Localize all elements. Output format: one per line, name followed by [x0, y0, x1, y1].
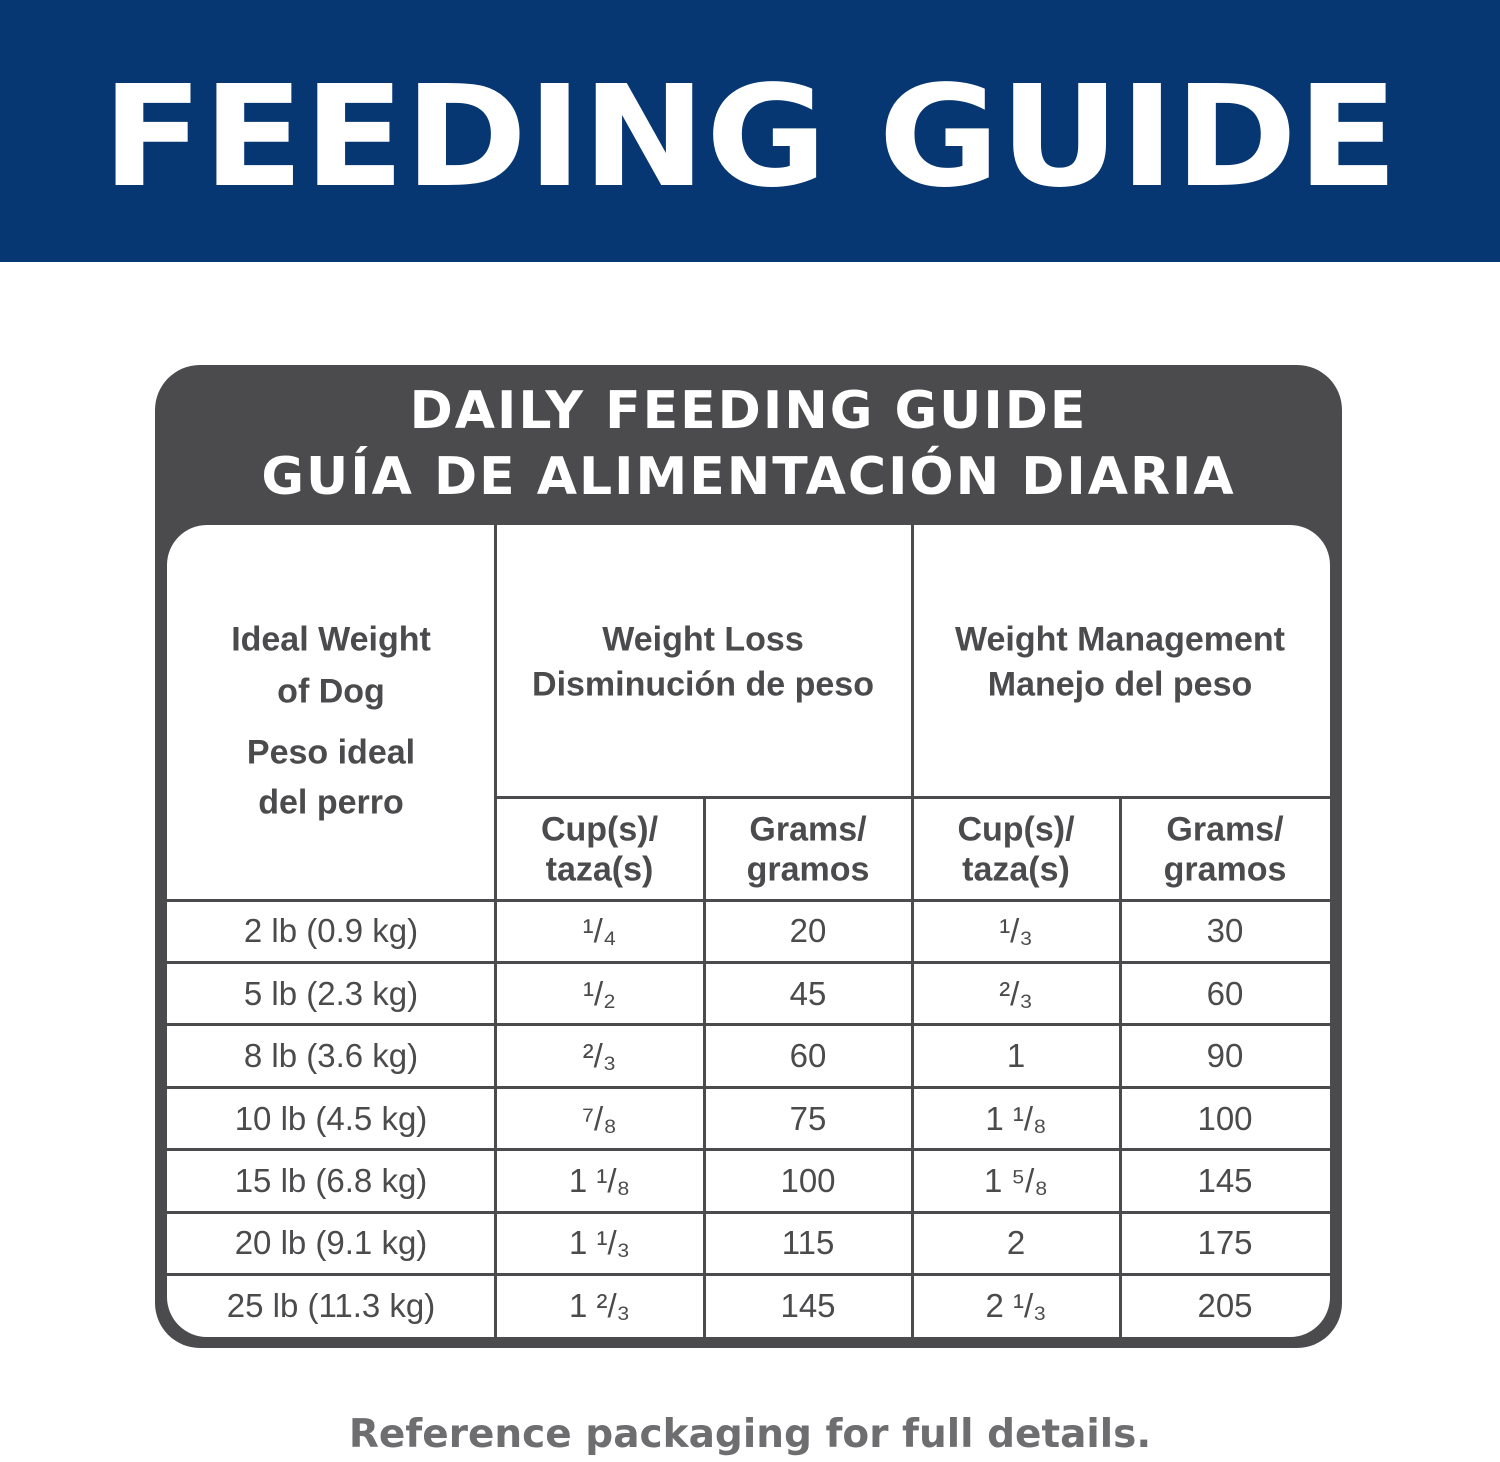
cell-border — [167, 1210, 1330, 1214]
cell-border — [167, 898, 1330, 902]
cell-border — [495, 795, 1330, 799]
table-cell: 8 lb (3.6 kg) — [243, 1037, 419, 1075]
cell-border — [702, 797, 706, 1337]
unit-header: gramos — [1163, 850, 1287, 889]
table-cell: 1 — [1006, 1037, 1026, 1075]
column-header: Weight Loss — [602, 620, 804, 659]
table-cell: 205 — [1197, 1286, 1253, 1324]
unit-header: taza(s) — [962, 850, 1070, 889]
table-cell: 2 ¹/₃ — [985, 1286, 1047, 1324]
footer-note: Reference packaging for full details. — [348, 1412, 1152, 1457]
column-header: Ideal Weight — [231, 620, 431, 659]
cell-border — [167, 1023, 1330, 1027]
banner: FEEDING GUIDE — [0, 0, 1500, 262]
table-cell: 60 — [1206, 974, 1244, 1012]
table-card: DAILY FEEDING GUIDE GUÍA DE ALIMENTACIÓN… — [155, 365, 1342, 1348]
cell-border — [167, 960, 1330, 964]
table-cell: 20 — [789, 912, 827, 950]
column-header: del perro — [258, 783, 404, 822]
unit-header: Cup(s)/ — [957, 810, 1075, 849]
table-title: DAILY FEEDING GUIDE — [409, 381, 1088, 441]
unit-header: Grams/ — [1166, 810, 1284, 849]
table-title: GUÍA DE ALIMENTACIÓN DIARIA — [261, 447, 1236, 507]
table-cell: 60 — [789, 1037, 827, 1075]
table-cell: 75 — [789, 1099, 827, 1137]
unit-header: Grams/ — [749, 810, 867, 849]
unit-header: taza(s) — [545, 850, 654, 889]
page-title: FEEDING GUIDE — [102, 56, 1398, 219]
cell-border — [167, 1273, 1330, 1277]
cell-border — [1118, 797, 1122, 1337]
cell-border — [493, 525, 497, 1337]
unit-header: Cup(s)/ — [540, 810, 659, 849]
table-cell: 1 ¹/₃ — [568, 1224, 631, 1262]
column-header: Manejo del peso — [987, 665, 1253, 704]
column-header: Disminución de peso — [532, 665, 874, 704]
table-cell: 20 lb (9.1 kg) — [234, 1224, 428, 1262]
table-cell: 5 lb (2.3 kg) — [243, 974, 419, 1012]
table-cell: 100 — [780, 1161, 836, 1199]
table-cell: 2 — [1006, 1224, 1026, 1262]
cell-border — [910, 525, 914, 1337]
table-cell: ²/₃ — [999, 974, 1033, 1012]
table-cell: 145 — [780, 1286, 836, 1324]
table-cell: 1 ²/₃ — [568, 1286, 631, 1324]
table-cell: 115 — [781, 1224, 835, 1262]
table-cell: ¹/₂ — [583, 974, 616, 1012]
table-cell: 90 — [1206, 1037, 1244, 1075]
table-cell: 45 — [789, 974, 827, 1012]
cell-border — [167, 1148, 1330, 1152]
table-cell: 2 lb (0.9 kg) — [243, 912, 419, 950]
table-cell: 10 lb (4.5 kg) — [234, 1099, 428, 1137]
table-cell: ¹/₃ — [999, 912, 1033, 950]
table-cell: ⁷/₈ — [582, 1099, 617, 1137]
table-cell: ²/₃ — [582, 1037, 617, 1075]
table-cell: 30 — [1206, 912, 1244, 950]
column-header: Peso ideal — [246, 733, 416, 772]
banner-svg: FEEDING GUIDE — [102, 56, 1398, 219]
table-cell: 1 ⁵/₈ — [983, 1161, 1049, 1199]
table-cell: 175 — [1197, 1224, 1253, 1262]
table-cell: 1 ¹/₈ — [985, 1099, 1047, 1137]
table-cell: 100 — [1197, 1099, 1253, 1137]
unit-header: gramos — [746, 850, 870, 889]
column-header: of Dog — [277, 672, 385, 711]
table-cell: ¹/₄ — [582, 912, 617, 950]
table: Ideal Weight of Dog Peso ideal del perro Wei… — [167, 525, 1330, 1337]
table-cell: 1 ¹/₈ — [568, 1161, 631, 1199]
cell-border — [167, 1085, 1330, 1089]
table-cell: 25 lb (11.3 kg) — [226, 1286, 436, 1324]
column-header: Weight Management — [955, 620, 1285, 659]
table-cell: 145 — [1197, 1161, 1253, 1199]
table-cell: 15 lb (6.8 kg) — [234, 1161, 428, 1199]
